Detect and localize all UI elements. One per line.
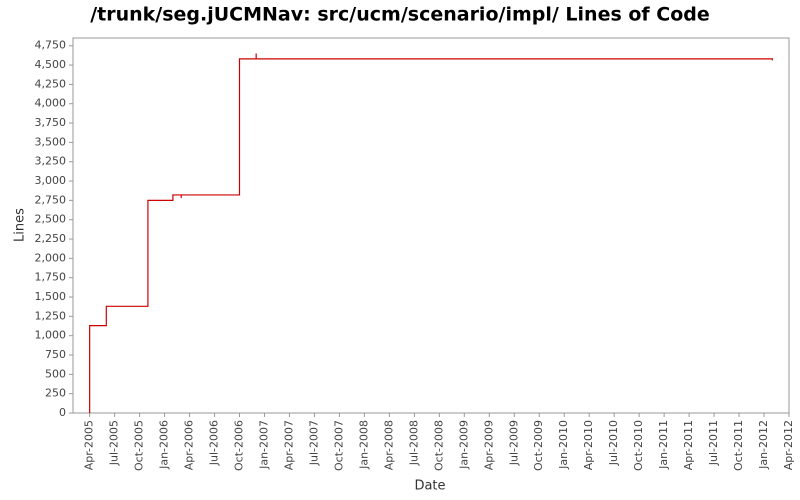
x-tick-label: Apr-2008 [382, 420, 395, 470]
x-tick-label: Jan-2006 [158, 420, 171, 470]
x-axis-label: Date [414, 479, 445, 494]
x-tick-label: Apr-2009 [482, 420, 495, 470]
x-tick-label: Jul-2006 [208, 420, 221, 466]
y-tick-label: 1,750 [35, 271, 67, 284]
x-tick-label: Jul-2011 [707, 420, 720, 466]
x-tick-label: Oct-2010 [632, 420, 645, 471]
x-tick-label: Jan-2007 [257, 420, 270, 470]
x-tick-label: Jul-2010 [607, 420, 620, 466]
x-tick-label: Apr-2010 [582, 420, 595, 470]
x-tick-label: Jan-2009 [457, 420, 470, 470]
y-tick-label: 1,500 [35, 290, 67, 303]
x-tick-label: Jul-2008 [407, 420, 420, 466]
x-tick-label: Oct-2006 [233, 420, 246, 471]
y-tick-label: 250 [45, 387, 66, 400]
y-tick-label: 4,250 [35, 77, 67, 90]
x-tick-label: Jan-2012 [757, 420, 770, 470]
x-tick-label: Oct-2011 [732, 420, 745, 471]
y-tick-label: 1,000 [35, 329, 67, 342]
x-tick-label: Oct-2008 [432, 420, 445, 471]
x-tick-label: Jan-2008 [357, 420, 370, 470]
y-tick-label: 3,750 [35, 116, 67, 129]
y-tick-label: 1,250 [35, 309, 67, 322]
x-tick-label: Apr-2006 [183, 420, 196, 470]
y-tick-label: 3,500 [35, 135, 67, 148]
x-tick-label: Jul-2007 [307, 420, 320, 466]
data-line [89, 53, 773, 413]
x-tick-label: Oct-2009 [532, 420, 545, 471]
x-tick-label: Oct-2005 [133, 420, 146, 471]
y-tick-label: 2,750 [35, 193, 67, 206]
x-tick-label: Jan-2011 [657, 420, 670, 470]
y-tick-label: 2,000 [35, 251, 67, 264]
y-tick-label: 0 [59, 406, 66, 419]
y-tick-label: 2,500 [35, 213, 67, 226]
y-tick-label: 3,250 [35, 155, 67, 168]
y-tick-label: 750 [45, 348, 66, 361]
x-tick-label: Apr-2007 [282, 420, 295, 470]
y-axis-label: Lines [13, 208, 28, 242]
plot-area [72, 37, 790, 414]
x-tick-label: Apr-2012 [782, 420, 795, 470]
y-tick-label: 4,000 [35, 97, 67, 110]
y-tick-label: 4,750 [35, 39, 67, 52]
x-tick-label: Apr-2011 [682, 420, 695, 470]
y-tick-label: 500 [45, 367, 66, 380]
x-tick-label: Jul-2005 [108, 420, 121, 466]
x-tick-label: Jan-2010 [557, 420, 570, 470]
chart-title: /trunk/seg.jUCMNav: src/ucm/scenario/imp… [90, 4, 710, 26]
y-tick-label: 3,000 [35, 174, 67, 187]
y-tick-label: 4,500 [35, 58, 67, 71]
x-tick-label: Apr-2005 [83, 420, 96, 470]
y-tick-label: 2,250 [35, 232, 67, 245]
x-tick-label: Oct-2007 [332, 420, 345, 471]
x-tick-label: Jul-2009 [507, 420, 520, 466]
